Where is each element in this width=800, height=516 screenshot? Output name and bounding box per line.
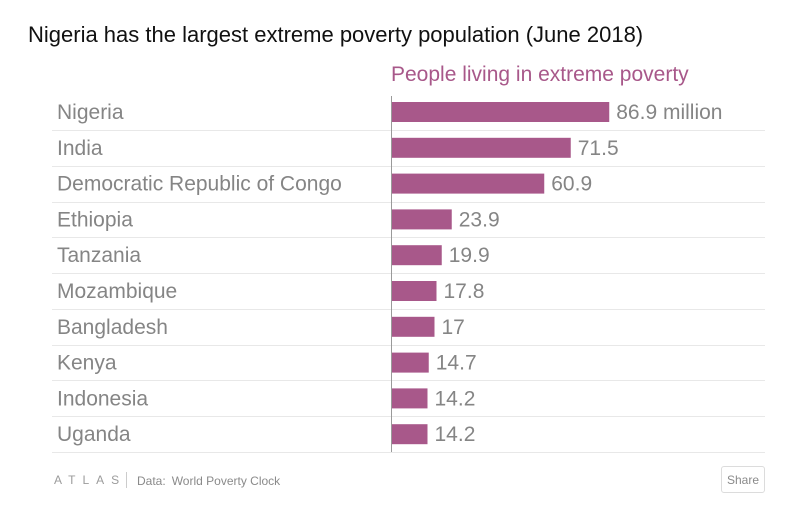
bar (392, 245, 442, 266)
series-header: People living in extreme poverty (391, 63, 689, 86)
value-label: 86.9 million (616, 101, 722, 124)
bar (392, 102, 610, 122)
source-name: World Poverty Clock (171, 474, 281, 488)
footer-divider (126, 472, 127, 488)
bar (392, 388, 428, 409)
category-label: India (57, 137, 103, 160)
chart-title: Nigeria has the largest extreme poverty … (28, 22, 644, 47)
category-label: Ethiopia (57, 208, 133, 231)
value-label: 14.2 (435, 423, 476, 446)
category-label: Indonesia (57, 387, 148, 410)
value-label: 17 (442, 316, 465, 339)
share-button[interactable]: Share (721, 466, 765, 493)
value-label: 14.7 (436, 352, 477, 375)
bar (392, 137, 571, 158)
value-label: 71.5 (578, 137, 619, 160)
value-label: 17.8 (444, 280, 485, 303)
bar (392, 209, 452, 230)
category-label: Kenya (57, 352, 117, 375)
data-source: Data: World Poverty Clock (137, 474, 280, 488)
bar (392, 281, 437, 301)
bar (392, 352, 429, 373)
bar (392, 316, 435, 337)
bar (392, 424, 428, 445)
category-label: Democratic Republic of Congo (57, 173, 342, 196)
category-label: Nigeria (57, 101, 124, 124)
category-label: Mozambique (57, 280, 177, 303)
atlas-logo: ATLAS (54, 473, 127, 487)
category-label: Bangladesh (57, 316, 168, 339)
source-label: Data: (137, 474, 166, 488)
category-label: Uganda (57, 423, 131, 446)
bar (392, 173, 545, 194)
value-label: 19.9 (449, 244, 490, 267)
value-label: 60.9 (551, 173, 592, 196)
value-label: 14.2 (435, 387, 476, 410)
value-label: 23.9 (459, 208, 500, 231)
category-label: Tanzania (57, 244, 141, 267)
